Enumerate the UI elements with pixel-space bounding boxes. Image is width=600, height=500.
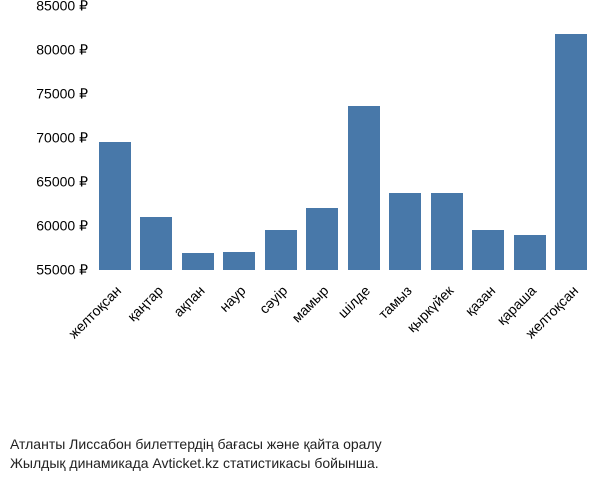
bar: [265, 230, 297, 270]
x-tick-label: қаңтар: [124, 282, 166, 324]
caption-line: Атланты Лиссабон билеттердің бағасы және…: [10, 435, 590, 454]
x-tick-label: тамыз: [375, 282, 415, 322]
x-tick-label: мамыр: [289, 282, 332, 325]
bar: [389, 193, 421, 270]
y-tick-label: 70000 ₽: [36, 130, 88, 147]
x-tick-label: ақпан: [170, 282, 207, 319]
bar: [223, 252, 255, 270]
bar: [306, 208, 338, 270]
x-tick-label: сәуір: [256, 282, 290, 316]
bar: [431, 193, 463, 270]
bar: [99, 142, 131, 270]
y-tick-label: 85000 ₽: [36, 0, 88, 15]
bars-layer: [94, 6, 592, 270]
y-tick-label: 75000 ₽: [36, 86, 88, 103]
bar: [140, 217, 172, 270]
x-tick-label: наур: [216, 282, 249, 315]
caption-line: Жылдық динамикада Avticket.kz статистика…: [10, 454, 590, 473]
y-tick-label: 55000 ₽: [36, 262, 88, 279]
bar: [514, 235, 546, 270]
x-tick-label: қазан: [461, 282, 498, 319]
bar: [555, 34, 587, 270]
price-bar-chart: 55000 ₽ 60000 ₽ 65000 ₽ 70000 ₽ 75000 ₽ 80000…: [0, 0, 600, 500]
y-tick-label: 65000 ₽: [36, 174, 88, 191]
bar: [182, 253, 214, 270]
chart-caption: Атланты Лиссабон билеттердің бағасы және…: [10, 435, 590, 473]
bar: [348, 106, 380, 270]
x-axis-labels: желтоқсанқаңтарақпаннаурсәуірмамыршілдет…: [94, 270, 592, 420]
plot-area: [94, 6, 592, 270]
bar: [472, 230, 504, 270]
y-tick-label: 80000 ₽: [36, 42, 88, 59]
x-tick-label: желтоқсан: [65, 282, 124, 341]
y-axis: 55000 ₽60000 ₽65000 ₽70000 ₽75000 ₽80000…: [0, 6, 94, 270]
x-tick-label: шілде: [335, 282, 374, 321]
y-tick-label: 60000 ₽: [36, 218, 88, 235]
